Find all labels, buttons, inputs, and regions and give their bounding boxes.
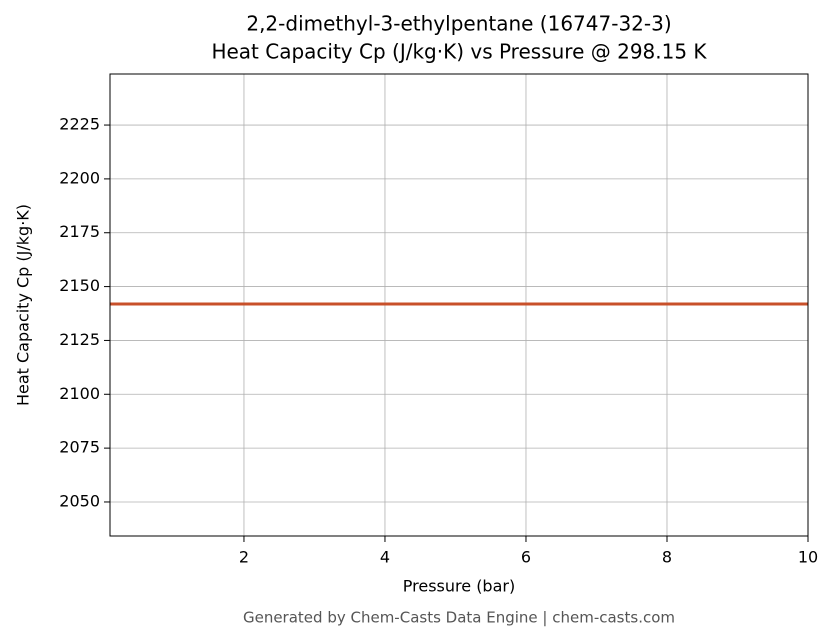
x-tick-label: 10 xyxy=(798,548,818,567)
x-tick-label: 8 xyxy=(662,548,672,567)
y-tick-label: 2125 xyxy=(59,330,100,349)
y-tick-label: 2050 xyxy=(59,491,100,510)
y-axis-label: Heat Capacity Cp (J/kg·K) xyxy=(14,204,33,406)
x-axis-label: Pressure (bar) xyxy=(403,577,515,596)
y-tick-label: 2075 xyxy=(59,438,100,457)
footer: Generated by Chem-Casts Data Engine | ch… xyxy=(243,609,675,627)
x-tick-label: 2 xyxy=(239,548,249,567)
x-tick-label: 6 xyxy=(521,548,531,567)
y-tick-label: 2200 xyxy=(59,168,100,187)
y-tick-label: 2225 xyxy=(59,115,100,134)
chart-subtitle: Heat Capacity Cp (J/kg·K) vs Pressure @ … xyxy=(211,40,707,64)
y-tick-label: 2150 xyxy=(59,276,100,295)
x-tick-label: 4 xyxy=(380,548,390,567)
chart-title: 2,2-dimethyl-3-ethylpentane (16747-32-3) xyxy=(246,12,671,36)
y-tick-label: 2175 xyxy=(59,222,100,241)
plot-frame xyxy=(109,73,809,537)
y-tick-label: 2100 xyxy=(59,384,100,403)
